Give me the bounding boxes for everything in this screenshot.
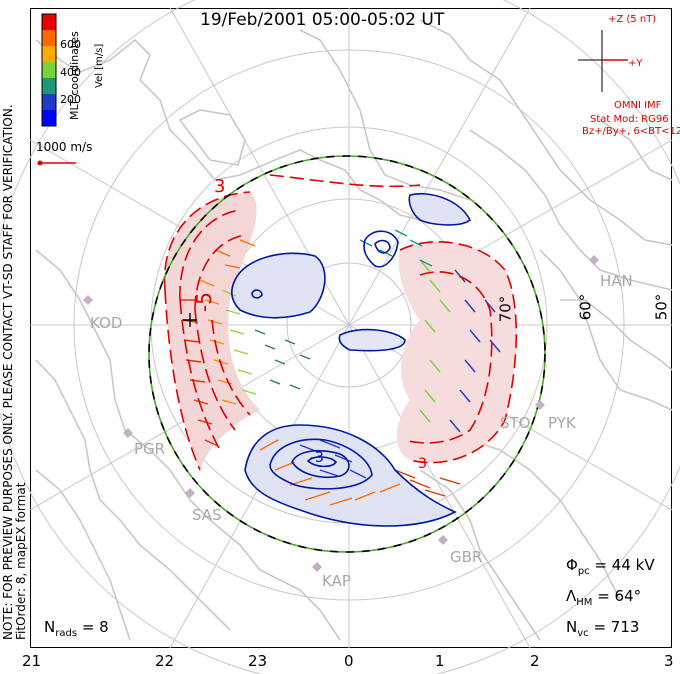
contour-label-neg: -3 [310,450,324,466]
hour-label-22: 22 [155,652,175,670]
negative-cell-fill-3 [339,329,405,351]
map-title: 19/Feb/2001 05:00-05:02 UT [200,10,445,30]
station-marker-han [589,255,599,265]
hour-label-21: 21 [22,652,42,670]
imf-model: Stat Mod: RG96 [590,114,669,125]
positive-cell-fill-dusk [164,192,260,470]
station-label-han: HAN [600,272,633,290]
station-label-sas: SAS [192,506,222,524]
imf-condition: Bz+/By+, 6<BT<12 [582,126,680,137]
imf-dial [578,30,628,92]
lat-label-70: 70° [496,295,515,323]
fit-order-label: FitOrder: 8, mapEX format [14,482,28,640]
station-label-gbr: GBR [450,548,483,566]
velocity-vectors [180,229,501,506]
potential-fills [164,192,517,526]
radar-count: Nrads = 8 [44,618,109,639]
station-marker-gbr [438,535,448,545]
colorbar-tick-600: 600 [60,38,81,51]
colorbar-unit: Vel [m/s] [94,43,105,88]
pole-cross [183,313,197,327]
negative-cell-fill-4 [409,193,470,225]
negative-cell-fill-2 [231,253,325,318]
lat-label-60: 60° [576,293,595,321]
colorbar-swatches [41,13,57,127]
station-marker-kap [312,562,322,572]
vector-count: Nvc = 713 [566,618,640,639]
plot-frame [30,8,672,648]
hour-label-0: 0 [344,652,354,670]
side-note: NOTE: FOR PREVIEW PURPOSES ONLY. PLEASE … [1,104,28,640]
imf-z-label: +Z (5 nT) [608,14,657,25]
station-label-kap: KAP [322,572,351,590]
hour-label-23: 23 [248,652,268,670]
station-label-sto: STO [500,414,531,432]
colorbar-tick-400: 400 [60,66,81,79]
hmb-boundary-dash [148,155,546,553]
imf-y-label: +Y [628,58,643,69]
negative-cell-fill [245,425,455,526]
contour-label-3-top: 3 [214,176,226,197]
station-marker-kod [83,295,93,305]
station-marker-pyk [535,400,545,410]
hmb-latitude: ΛHM = 64° [566,587,642,608]
imf-source: OMNI IMF [614,100,662,111]
potential-contours [163,174,517,527]
scale-label: 1000 m/s [36,140,93,154]
hour-label-2: 2 [530,652,540,670]
station-label-pgr: PGR [134,440,166,458]
hour-label-1: 1 [435,652,445,670]
potential-drop: Φpc = 44 kV [566,556,655,577]
contour-label-3-bottom: 3 [418,456,427,472]
lat-label-50: 50° [652,293,671,321]
colorbar-tick-200: 200 [60,93,81,106]
station-label-pyk: PYK [548,414,576,432]
hour-label-3: 3 [664,652,674,670]
coastlines [35,19,673,641]
station-marker-sas [185,488,195,498]
scale-vector [37,160,76,166]
station-label-kod: KOD [90,314,123,332]
positive-cell-fill-dawn [396,241,517,463]
station-marker-pgr [123,428,133,438]
contour-label-5: -5 [191,292,216,312]
station-markers [83,255,599,572]
